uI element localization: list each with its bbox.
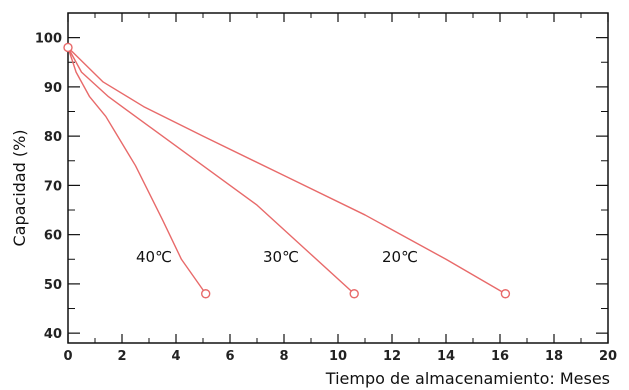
x-tick-label: 16 bbox=[491, 349, 509, 364]
y-tick-label: 50 bbox=[44, 278, 62, 293]
x-tick-labels: 0 2 4 6 8 10 12 14 16 18 20 bbox=[63, 349, 617, 364]
major-ticks bbox=[67, 13, 609, 343]
y-tick-label: 60 bbox=[44, 229, 62, 244]
x-tick-label: 4 bbox=[171, 349, 180, 364]
y-tick-label: 90 bbox=[44, 81, 62, 96]
x-axis-title: Tiempo de almacenamiento: Meses bbox=[325, 369, 610, 388]
plot-frame bbox=[67, 12, 609, 344]
series-end-marker bbox=[500, 289, 511, 299]
x-tick-label: 6 bbox=[225, 349, 234, 364]
series-end-marker bbox=[200, 289, 211, 299]
minor-ticks bbox=[68, 13, 608, 343]
x-tick-label: 8 bbox=[279, 349, 288, 364]
series-labels: 40℃ 30℃ 20℃ bbox=[136, 248, 418, 266]
x-tick-label: 14 bbox=[437, 349, 455, 364]
series-label: 30℃ bbox=[263, 248, 299, 266]
x-tick-label: 10 bbox=[329, 349, 347, 364]
series-line-0 bbox=[67, 47, 207, 295]
y-tick-label: 70 bbox=[44, 179, 62, 194]
series-label: 20℃ bbox=[382, 248, 418, 266]
series-start-marker bbox=[63, 42, 73, 53]
series-line-1 bbox=[67, 47, 355, 295]
x-tick-label: 18 bbox=[545, 349, 563, 364]
y-tick-label: 80 bbox=[44, 130, 62, 145]
series-lines bbox=[67, 46, 506, 295]
series-end-marker bbox=[349, 289, 359, 299]
series-line-2 bbox=[67, 46, 506, 295]
y-tick-label: 100 bbox=[35, 32, 62, 47]
y-tick-labels: 40 50 60 70 80 90 100 bbox=[35, 32, 62, 343]
series-markers bbox=[63, 42, 511, 299]
x-tick-label: 12 bbox=[383, 349, 401, 364]
series-label: 40℃ bbox=[136, 248, 172, 266]
y-tick-label: 40 bbox=[44, 327, 62, 342]
x-tick-label: 20 bbox=[599, 349, 617, 364]
y-axis-title: Capacidad (%) bbox=[10, 129, 29, 246]
x-tick-label: 0 bbox=[63, 349, 72, 364]
x-tick-label: 2 bbox=[117, 349, 126, 364]
